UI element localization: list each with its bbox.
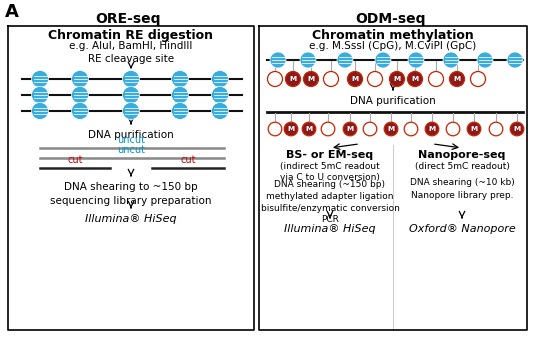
Text: M: M xyxy=(470,126,478,132)
Text: DNA purification: DNA purification xyxy=(88,130,174,140)
Text: M: M xyxy=(308,76,315,82)
Circle shape xyxy=(286,71,301,86)
Circle shape xyxy=(211,71,228,87)
Circle shape xyxy=(389,71,404,86)
Text: (direct 5mC readout): (direct 5mC readout) xyxy=(415,162,509,171)
Text: e.g. AluI, BamHI, HindIII: e.g. AluI, BamHI, HindIII xyxy=(70,41,193,51)
Circle shape xyxy=(300,52,316,68)
Circle shape xyxy=(477,52,493,68)
Text: M: M xyxy=(429,126,435,132)
Text: ODM-seq: ODM-seq xyxy=(355,12,425,26)
Text: (indirect 5mC readout
via C to U conversion): (indirect 5mC readout via C to U convers… xyxy=(280,162,380,182)
Circle shape xyxy=(72,86,88,104)
Text: M: M xyxy=(305,126,312,132)
Circle shape xyxy=(72,71,88,87)
Circle shape xyxy=(324,71,339,86)
Text: Nanopore-seq: Nanopore-seq xyxy=(418,150,506,160)
Circle shape xyxy=(449,71,464,86)
Text: M: M xyxy=(289,76,296,82)
Text: DNA purification: DNA purification xyxy=(350,96,436,106)
Circle shape xyxy=(467,122,481,136)
Circle shape xyxy=(408,71,423,86)
Circle shape xyxy=(343,122,357,136)
Text: cut: cut xyxy=(180,155,196,165)
Text: DNA shearing (~10 kb)
Nanopore library prep.: DNA shearing (~10 kb) Nanopore library p… xyxy=(410,178,514,200)
Circle shape xyxy=(303,71,318,86)
Text: Chromatin RE digestion: Chromatin RE digestion xyxy=(49,29,213,42)
Text: RE cleavage site: RE cleavage site xyxy=(88,54,174,64)
Circle shape xyxy=(446,122,460,136)
Circle shape xyxy=(507,52,523,68)
Text: A: A xyxy=(5,3,19,21)
Circle shape xyxy=(268,71,282,86)
Circle shape xyxy=(123,71,140,87)
Circle shape xyxy=(72,103,88,119)
Text: uncut: uncut xyxy=(117,145,145,155)
Text: DNA shearing to ~150 bp
sequencing library preparation: DNA shearing to ~150 bp sequencing libra… xyxy=(50,182,212,206)
Text: Oxford® Nanopore: Oxford® Nanopore xyxy=(409,224,515,234)
Circle shape xyxy=(337,52,353,68)
Text: Chromatin methylation: Chromatin methylation xyxy=(312,29,474,42)
Circle shape xyxy=(384,122,398,136)
Text: M: M xyxy=(411,76,418,82)
Text: Illumina® HiSeq: Illumina® HiSeq xyxy=(85,214,177,224)
Text: M: M xyxy=(287,126,295,132)
Circle shape xyxy=(32,103,49,119)
Text: M: M xyxy=(347,126,354,132)
Text: cut: cut xyxy=(67,155,83,165)
Circle shape xyxy=(268,122,282,136)
Circle shape xyxy=(510,122,524,136)
Circle shape xyxy=(429,71,444,86)
Circle shape xyxy=(363,122,377,136)
Circle shape xyxy=(302,122,316,136)
Circle shape xyxy=(211,103,228,119)
Circle shape xyxy=(348,71,363,86)
Circle shape xyxy=(123,103,140,119)
Circle shape xyxy=(172,71,188,87)
Text: e.g. M.SssI (CpG), M.CviPI (GpC): e.g. M.SssI (CpG), M.CviPI (GpC) xyxy=(309,41,477,51)
Text: ORE-seq: ORE-seq xyxy=(95,12,160,26)
Text: M: M xyxy=(393,76,401,82)
Text: M: M xyxy=(454,76,461,82)
Text: M: M xyxy=(351,76,358,82)
Circle shape xyxy=(368,71,383,86)
Circle shape xyxy=(284,122,298,136)
Text: BS- or EM-seq: BS- or EM-seq xyxy=(286,150,373,160)
Circle shape xyxy=(321,122,335,136)
Circle shape xyxy=(270,52,286,68)
Circle shape xyxy=(123,86,140,104)
Circle shape xyxy=(32,71,49,87)
Circle shape xyxy=(404,122,418,136)
Circle shape xyxy=(32,86,49,104)
Text: M: M xyxy=(514,126,521,132)
Text: M: M xyxy=(387,126,395,132)
Circle shape xyxy=(375,52,391,68)
Circle shape xyxy=(211,86,228,104)
Text: uncut: uncut xyxy=(117,135,145,145)
Circle shape xyxy=(172,103,188,119)
Circle shape xyxy=(489,122,503,136)
Circle shape xyxy=(470,71,485,86)
Circle shape xyxy=(425,122,439,136)
Text: DNA shearing (~150 bp)
methylated adapter ligation
bisulfite/enzymatic conversio: DNA shearing (~150 bp) methylated adapte… xyxy=(261,180,400,224)
Text: Illumina® HiSeq: Illumina® HiSeq xyxy=(284,224,376,234)
Circle shape xyxy=(172,86,188,104)
Circle shape xyxy=(443,52,459,68)
Circle shape xyxy=(408,52,424,68)
